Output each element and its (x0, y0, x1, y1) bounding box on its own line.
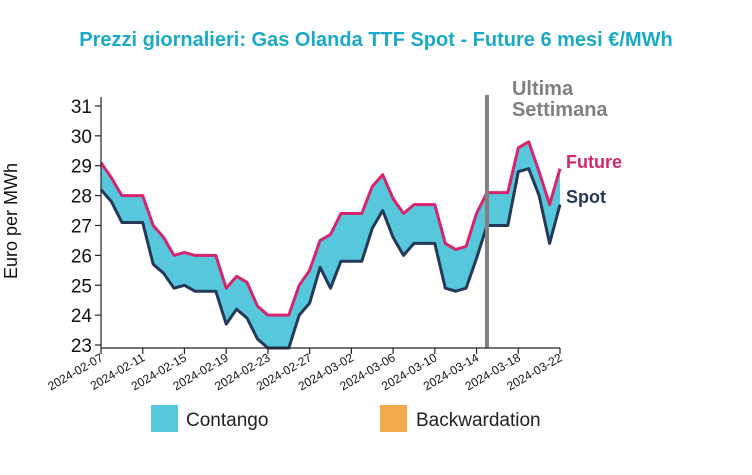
series-line-future (99, 140, 562, 317)
y-tick-label: 27 (71, 216, 92, 237)
y-tick-label: 26 (71, 246, 92, 267)
y-tick-label: 24 (71, 306, 93, 327)
y-tick-label: 29 (71, 157, 92, 178)
legend-swatch-contango (151, 405, 178, 432)
series-labels: Future Spot (566, 152, 622, 207)
x-ticks: 2024-02-072024-02-112024-02-152024-02-19… (45, 348, 565, 393)
series-label-spot: Spot (566, 187, 606, 207)
y-axis-label: Euro per MWh (1, 163, 21, 279)
last-week-label-line1: Ultima (512, 78, 574, 100)
y-ticks: 23 24 25 26 27 28 29 30 31 (71, 97, 101, 357)
contango-fill (101, 141, 560, 348)
fill-area-group (101, 141, 560, 348)
legend-label-contango: Contango (186, 410, 268, 431)
legend-label-backwardation: Backwardation (416, 410, 541, 431)
legend-swatch-backwardation (380, 405, 407, 432)
series-lines-group (99, 140, 562, 350)
chart-title: Prezzi giornalieri: Gas Olanda TTF Spot … (79, 29, 672, 51)
y-tick-label: 30 (71, 127, 92, 148)
y-tick-label: 31 (71, 97, 92, 118)
y-tick-label: 23 (71, 336, 92, 357)
last-week-label-line2: Settimana (512, 99, 608, 121)
y-tick-label: 25 (71, 276, 92, 297)
y-tick-label: 28 (71, 187, 92, 208)
series-label-future: Future (566, 152, 622, 172)
series-line-spot (99, 167, 562, 350)
legend: Contango Backwardation (151, 405, 541, 432)
